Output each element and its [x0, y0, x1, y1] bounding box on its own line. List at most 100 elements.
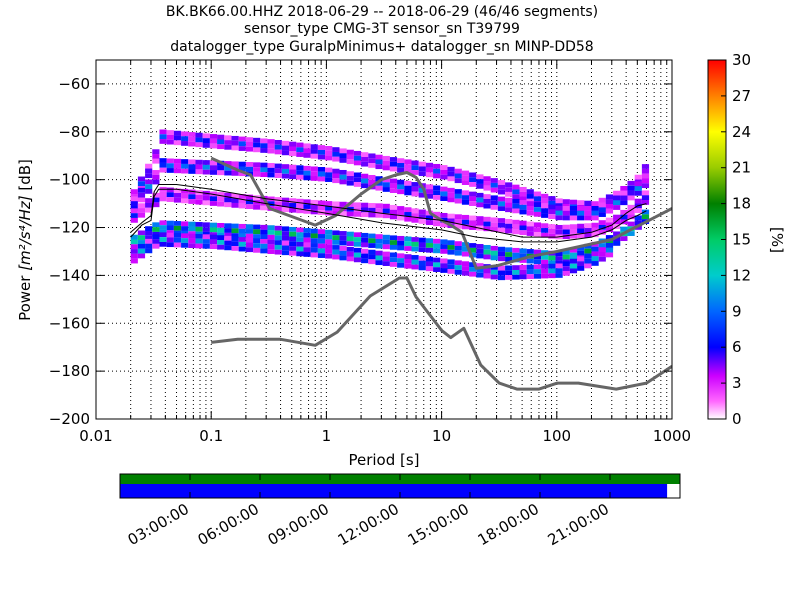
density-cell: [310, 247, 318, 253]
density-cell: [519, 230, 527, 236]
density-cell: [454, 178, 462, 184]
density-cell: [440, 174, 448, 180]
density-cell: [591, 256, 599, 262]
density-cell: [440, 263, 448, 269]
density-cell: [397, 179, 405, 185]
density-cell: [339, 153, 347, 159]
density-cell: [245, 224, 254, 230]
density-cell: [166, 225, 174, 231]
density-cell: [181, 163, 189, 169]
density-cell: [548, 268, 556, 274]
density-cell: [289, 141, 297, 147]
density-cell: [137, 235, 146, 241]
density-cell: [555, 260, 563, 266]
density-cell: [368, 259, 376, 265]
density-cell: [325, 239, 333, 245]
density-cell: [569, 205, 578, 211]
density-cell: [260, 148, 268, 153]
density-cell: [325, 248, 333, 254]
density-cell: [217, 232, 225, 238]
density-cell: [332, 201, 340, 207]
density-cell: [310, 204, 318, 210]
density-cell: [339, 158, 347, 163]
density-cell: [332, 245, 340, 250]
density-cell: [569, 199, 578, 205]
density-cell: [483, 244, 491, 250]
density-cell: [346, 176, 354, 181]
density-cell: [397, 167, 405, 173]
density-cell: [505, 191, 513, 197]
density-cell: [253, 229, 261, 235]
density-cell: [526, 274, 534, 279]
density-cell: [411, 217, 419, 223]
density-cell: [339, 179, 347, 185]
density-cell: [469, 201, 477, 206]
density-cell: [137, 197, 146, 203]
density-cell: [195, 159, 203, 165]
density-cell: [526, 249, 534, 254]
density-cell: [620, 195, 628, 201]
density-cell: [195, 243, 203, 249]
density-cell: [353, 150, 362, 156]
density-cell: [497, 189, 506, 195]
density-cell: [418, 237, 426, 243]
density-cell: [303, 252, 311, 257]
density-cell: [188, 132, 196, 137]
density-cell: [375, 212, 383, 218]
y-tick-label: −100: [49, 171, 90, 189]
density-cell: [382, 208, 390, 214]
density-cell: [584, 243, 592, 249]
density-cell: [613, 241, 621, 246]
density-cell: [461, 261, 470, 267]
x-tick-label: 100: [542, 427, 571, 445]
density-cell: [533, 196, 542, 202]
density-cell: [418, 242, 426, 248]
density-cell: [541, 273, 549, 279]
density-cell: [296, 232, 304, 238]
density-cell: [584, 253, 592, 259]
density-cell: [332, 235, 340, 241]
density-cell: [505, 252, 513, 257]
density-cell: [454, 198, 462, 204]
density-cell: [173, 163, 182, 169]
density-cell: [202, 138, 210, 143]
density-cell: [245, 146, 254, 152]
density-cell: [375, 250, 383, 256]
density-cell: [152, 197, 160, 203]
density-cell: [533, 269, 542, 274]
density-cell: [361, 253, 369, 259]
density-cell: [591, 227, 599, 233]
density-cell: [145, 248, 153, 254]
density-cell: [418, 265, 426, 271]
density-cell: [454, 223, 462, 229]
density-cell: [217, 201, 225, 207]
density-cell: [202, 234, 210, 240]
density-cell: [555, 205, 563, 211]
density-cell: [159, 232, 167, 238]
density-cell: [433, 238, 441, 244]
density-cell: [310, 149, 318, 154]
density-cell: [195, 226, 203, 232]
density-cell: [404, 258, 412, 264]
density-cell: [577, 215, 585, 221]
density-cell: [130, 244, 138, 250]
density-cell: [368, 254, 376, 260]
density-cell: [267, 167, 275, 173]
density-cell: [447, 171, 455, 177]
density-cell: [425, 184, 434, 190]
colorbar-tick-label: 27: [732, 87, 751, 105]
density-cell: [130, 189, 138, 195]
density-cell: [569, 268, 578, 274]
density-cell: [130, 253, 138, 259]
density-cell: [260, 172, 268, 178]
density-cell: [346, 246, 354, 252]
density-cell: [497, 196, 506, 202]
density-cell: [519, 253, 527, 259]
density-cell: [469, 252, 477, 258]
density-cell: [562, 210, 570, 216]
density-cell: [289, 207, 297, 213]
density-cell: [382, 203, 390, 209]
density-cell: [253, 200, 261, 205]
density-cell: [512, 203, 520, 209]
